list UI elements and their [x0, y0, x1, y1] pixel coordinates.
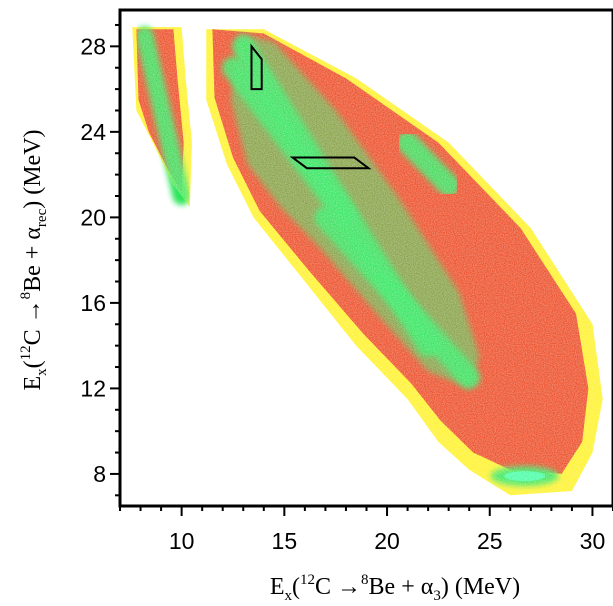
x-tick-label: 20	[374, 528, 400, 554]
x-tick-label: 30	[580, 528, 606, 554]
gate-polygon-2	[289, 156, 372, 170]
x-axis-label: Ex(12C →8Be + α3) (MeV)	[270, 572, 520, 604]
gate-polygons	[250, 43, 372, 170]
y-tick-label: 24	[80, 119, 106, 145]
y-tick-label: 28	[80, 33, 106, 59]
y-tick-label: 8	[93, 461, 106, 487]
y-tick-label: 20	[80, 204, 106, 230]
heatmap-density	[132, 26, 603, 496]
y-axis-ticks: 8 12 16 20 24 28	[80, 23, 120, 497]
x-axis-ticks: 10 15 20 25 30	[119, 506, 613, 554]
y-tick-label: 12	[80, 375, 106, 401]
x-tick-label: 15	[272, 528, 298, 554]
x-tick-label: 10	[169, 528, 195, 554]
y-axis-label: Ex(12C →8Be + αrec) (MeV)	[18, 129, 50, 390]
x-tick-label: 25	[477, 528, 503, 554]
y-tick-label: 16	[80, 290, 106, 316]
gate-polygon-1	[250, 43, 263, 91]
heatmap-speckle	[132, 27, 603, 496]
